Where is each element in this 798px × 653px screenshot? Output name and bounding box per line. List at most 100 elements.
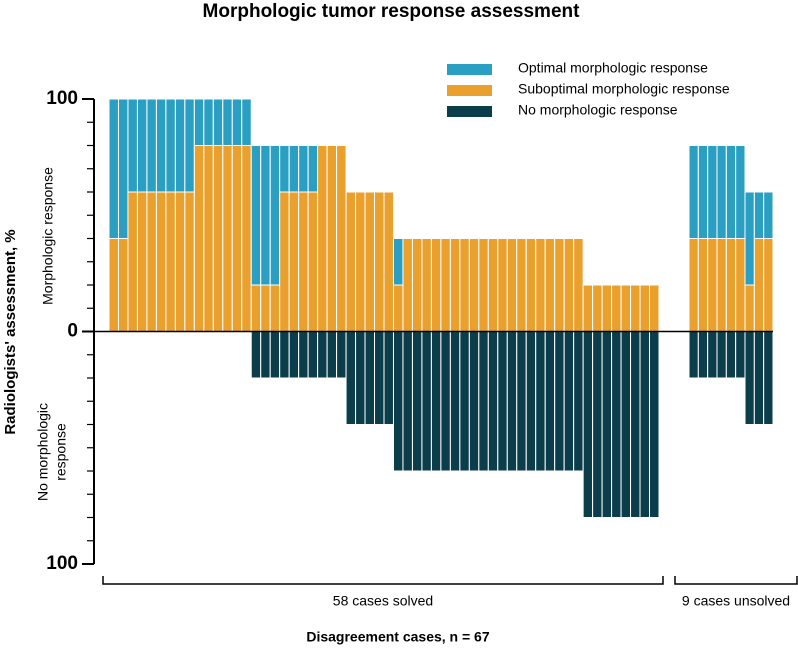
bar-segment <box>697 331 709 379</box>
bar-segment <box>411 238 423 332</box>
bar-segment <box>582 284 594 332</box>
bar-segment <box>688 238 699 332</box>
group-bracket <box>674 576 798 585</box>
bar-segment <box>649 284 660 332</box>
bar-segment <box>383 331 394 425</box>
bar-segment <box>707 238 718 332</box>
bar-segment <box>165 98 176 193</box>
bar-segment <box>241 145 252 332</box>
bar-segment <box>288 191 300 332</box>
lower-label: No morphologic <box>35 403 51 501</box>
bar-segment <box>725 145 737 239</box>
bar-segment <box>279 191 290 332</box>
bar-segment <box>421 331 432 472</box>
bar-segment <box>430 238 442 332</box>
bar-segment <box>592 284 603 332</box>
bar-segment <box>193 145 205 332</box>
bar-segment <box>307 145 319 193</box>
bar-segment <box>688 145 699 239</box>
bar-segment <box>497 331 508 472</box>
bar-segment <box>108 98 119 239</box>
bar-segment <box>449 331 461 472</box>
bar-segment <box>421 238 432 332</box>
bar-segment <box>478 331 489 472</box>
bar-segment <box>155 98 167 193</box>
bar-segment <box>763 331 774 425</box>
group-label: 58 cases solved <box>333 593 433 609</box>
bar-segment <box>554 238 565 332</box>
y-tick-label: 0 <box>67 321 78 342</box>
bar-segment <box>203 98 214 146</box>
bar-segment <box>525 331 537 472</box>
bar-segment <box>402 331 413 472</box>
bar-segment <box>753 331 765 425</box>
bar-segment <box>506 238 518 332</box>
bar-segment <box>222 98 233 146</box>
bar-segment <box>298 145 309 193</box>
bar-segment <box>506 331 518 472</box>
bar-segment <box>516 238 527 332</box>
y-tick-label: 100 <box>46 88 78 109</box>
bar-segment <box>298 191 309 332</box>
bar-segment <box>725 238 737 332</box>
bar-segment <box>203 145 214 332</box>
bar-segment <box>649 331 660 518</box>
bar-segment <box>716 238 727 332</box>
bar-segment <box>155 191 167 332</box>
bar-segment <box>317 331 328 379</box>
bar-segment <box>630 284 641 332</box>
bar-segment <box>611 284 622 332</box>
bar-segment <box>697 238 709 332</box>
bar-segment <box>279 331 290 379</box>
bar-segment <box>744 284 755 332</box>
bar-segment <box>307 191 319 332</box>
bar-segment <box>260 145 271 286</box>
bar-segment <box>744 191 755 286</box>
bar-segment <box>117 238 129 332</box>
bar-segment <box>716 145 727 239</box>
bar-segment <box>753 238 765 332</box>
bar-segment <box>763 238 774 332</box>
bar-segment <box>487 238 499 332</box>
bar-segment <box>250 145 262 286</box>
bar-segment <box>468 238 480 332</box>
bar-segment <box>592 331 603 518</box>
bar-segment <box>193 98 205 146</box>
bar-segment <box>250 331 262 379</box>
bar-segment <box>117 98 129 239</box>
bar-segment <box>697 145 709 239</box>
bar-segment <box>288 331 300 379</box>
bar-segment <box>601 284 613 332</box>
bar-segment <box>753 191 765 239</box>
bar-segment <box>535 238 546 332</box>
bar-segment <box>478 238 489 332</box>
bar-segment <box>630 331 641 518</box>
bar-segment <box>392 331 404 472</box>
bar-segment <box>326 145 338 332</box>
bar-segment <box>364 331 376 425</box>
bar-segment <box>440 238 451 332</box>
legend-label: No morphologic response <box>518 102 678 118</box>
bar-segment <box>184 98 195 193</box>
bar-segment <box>440 331 451 472</box>
bar-segment <box>573 238 584 332</box>
bar-segment <box>222 145 233 332</box>
legend-swatch <box>447 106 492 117</box>
bar-segment <box>374 331 385 425</box>
bar-segment <box>735 238 746 332</box>
bar-segment <box>563 331 575 472</box>
bar-segment <box>345 331 357 425</box>
bar-segment <box>744 331 755 425</box>
bar-segment <box>364 191 376 332</box>
bar-segment <box>269 145 281 286</box>
bar-segment <box>582 331 594 518</box>
y-tick-label: 100 <box>46 553 78 574</box>
bar-segment <box>411 331 423 472</box>
bar-segment <box>392 284 404 332</box>
bar-segment <box>563 238 575 332</box>
bar-segment <box>487 331 499 472</box>
bar-segment <box>639 331 651 518</box>
bar-segment <box>174 191 186 332</box>
bar-segment <box>165 191 176 332</box>
bar-segment <box>231 98 243 146</box>
